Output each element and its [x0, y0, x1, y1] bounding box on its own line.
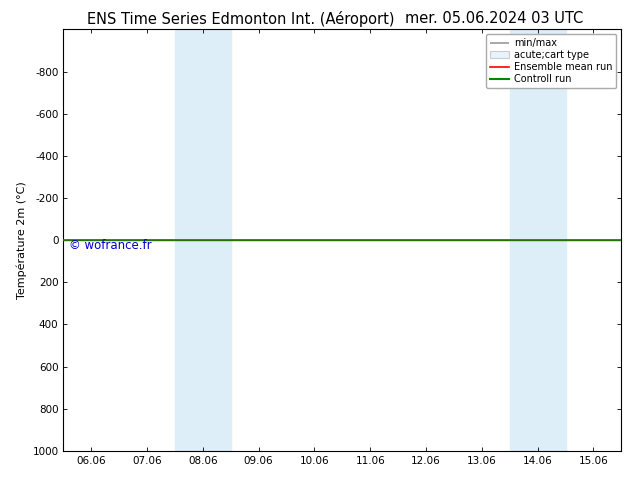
Text: ENS Time Series Edmonton Int. (Aéroport): ENS Time Series Edmonton Int. (Aéroport): [87, 11, 395, 27]
Bar: [175, 29, 231, 451]
Legend: min/max, acute;cart type, Ensemble mean run, Controll run: min/max, acute;cart type, Ensemble mean …: [486, 34, 616, 88]
Bar: [510, 29, 566, 451]
Text: © wofrance.fr: © wofrance.fr: [69, 239, 152, 252]
Text: mer. 05.06.2024 03 UTC: mer. 05.06.2024 03 UTC: [405, 11, 584, 26]
Y-axis label: Température 2m (°C): Température 2m (°C): [16, 181, 27, 299]
